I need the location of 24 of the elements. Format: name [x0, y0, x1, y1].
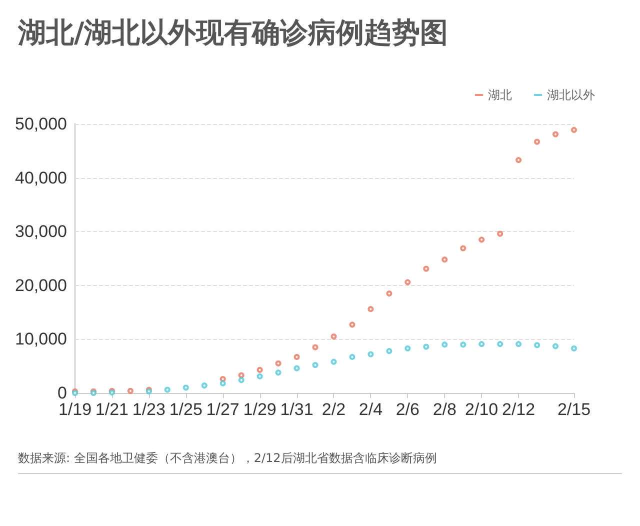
x-tick-label: 2/6	[396, 400, 420, 419]
x-tick-label: 1/29	[243, 400, 276, 419]
x-tick-label: 1/19	[58, 400, 92, 419]
x-tick-label: 2/2	[322, 400, 346, 419]
x-tick-label: 2/10	[465, 400, 498, 419]
x-tick-label: 1/23	[132, 400, 166, 419]
y-tick-label: 50,000	[15, 114, 67, 134]
x-tick-label: 1/31	[280, 400, 314, 419]
x-tick-label: 2/8	[432, 400, 456, 419]
x-tick-label: 2/12	[502, 400, 536, 419]
y-tick-label: 0	[58, 384, 67, 402]
y-tick-label: 30,000	[15, 222, 67, 242]
y-tick-label: 10,000	[15, 330, 67, 349]
x-tick-label: 1/21	[95, 400, 129, 419]
x-tick-label: 2/4	[358, 400, 383, 419]
legend-label: 湖北以外	[547, 88, 595, 102]
x-tick-label: 2/15	[557, 400, 591, 419]
chart-title: 湖北/湖北以外现有确诊病例趋势图	[18, 15, 448, 51]
x-tick-label: 1/27	[206, 400, 240, 419]
legend-label: 湖北	[488, 88, 512, 102]
y-tick-label: 20,000	[15, 276, 67, 295]
x-tick-label: 1/25	[169, 400, 202, 419]
y-tick-label: 40,000	[15, 168, 67, 188]
source-note: 数据来源: 全国各地卫健委（不含港澳台），2/12后湖北省数据含临床诊断病例	[18, 450, 622, 474]
